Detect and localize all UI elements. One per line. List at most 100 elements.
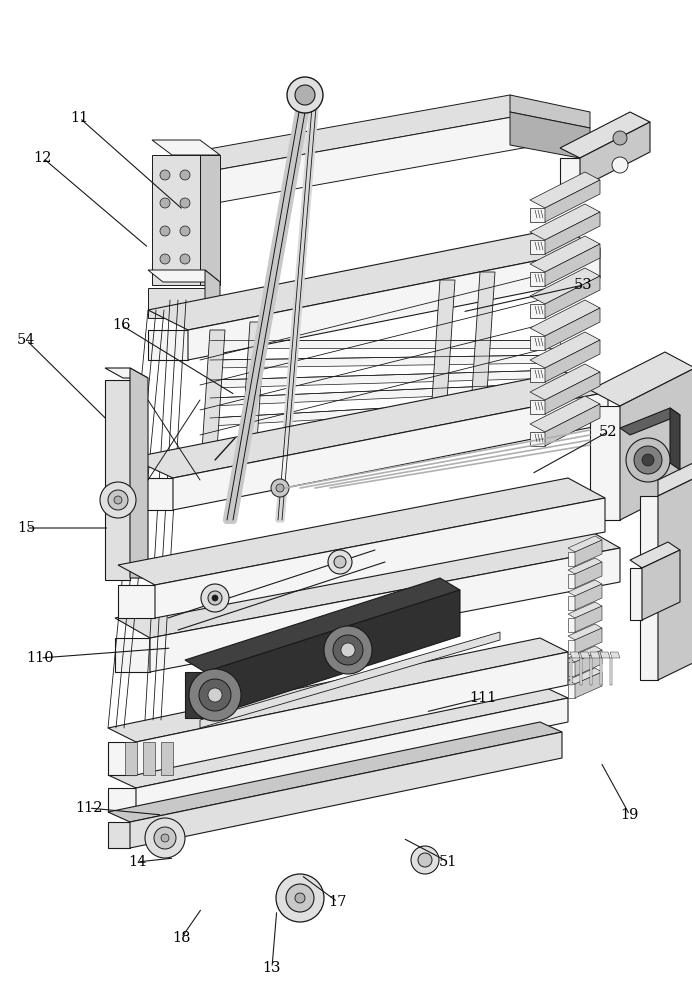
Polygon shape [530, 396, 600, 432]
Polygon shape [148, 330, 188, 360]
Polygon shape [185, 672, 205, 718]
Polygon shape [568, 640, 575, 654]
Polygon shape [148, 270, 220, 282]
Polygon shape [568, 574, 575, 588]
Polygon shape [470, 272, 495, 422]
Polygon shape [610, 652, 620, 658]
Text: 51: 51 [439, 855, 457, 869]
Circle shape [180, 198, 190, 208]
Circle shape [612, 157, 628, 173]
Text: 18: 18 [172, 931, 190, 945]
Polygon shape [430, 280, 455, 430]
Polygon shape [200, 155, 220, 285]
Polygon shape [590, 406, 620, 520]
Polygon shape [530, 368, 545, 382]
Polygon shape [210, 398, 560, 426]
Circle shape [295, 85, 315, 105]
Polygon shape [620, 368, 692, 520]
Polygon shape [530, 300, 600, 336]
Polygon shape [545, 212, 600, 254]
Polygon shape [545, 244, 600, 286]
Polygon shape [568, 552, 575, 566]
Polygon shape [155, 498, 605, 618]
Polygon shape [580, 652, 590, 658]
Circle shape [286, 884, 314, 912]
Circle shape [328, 550, 352, 574]
Polygon shape [130, 478, 173, 510]
Polygon shape [530, 236, 600, 272]
Polygon shape [545, 404, 600, 446]
Polygon shape [175, 95, 540, 172]
Polygon shape [560, 112, 650, 158]
Polygon shape [200, 330, 225, 480]
Polygon shape [108, 722, 562, 822]
Polygon shape [105, 380, 130, 580]
Polygon shape [108, 822, 130, 848]
Polygon shape [530, 272, 545, 286]
Polygon shape [530, 204, 600, 240]
Polygon shape [530, 268, 600, 304]
Polygon shape [568, 580, 602, 596]
Text: 110: 110 [26, 651, 54, 665]
Circle shape [108, 490, 128, 510]
Polygon shape [590, 658, 592, 685]
Polygon shape [210, 340, 560, 348]
Text: 11: 11 [71, 111, 89, 125]
Polygon shape [600, 658, 602, 685]
Polygon shape [510, 95, 590, 128]
Polygon shape [530, 336, 545, 350]
Circle shape [333, 635, 363, 665]
Text: 19: 19 [621, 808, 639, 822]
Text: 12: 12 [34, 151, 52, 165]
Polygon shape [568, 618, 575, 632]
Polygon shape [115, 528, 620, 638]
Polygon shape [568, 536, 602, 552]
Polygon shape [570, 658, 572, 685]
Circle shape [180, 226, 190, 236]
Text: 111: 111 [469, 691, 497, 705]
Text: 54: 54 [17, 333, 35, 347]
Polygon shape [188, 248, 600, 360]
Polygon shape [658, 462, 692, 496]
Polygon shape [200, 632, 500, 728]
Polygon shape [210, 383, 560, 406]
Polygon shape [545, 340, 600, 382]
Polygon shape [560, 158, 580, 188]
Polygon shape [575, 540, 602, 566]
Polygon shape [545, 276, 600, 318]
Circle shape [324, 626, 372, 674]
Circle shape [634, 446, 662, 474]
Polygon shape [530, 208, 545, 222]
Circle shape [276, 874, 324, 922]
Polygon shape [148, 228, 600, 330]
Circle shape [199, 679, 231, 711]
Polygon shape [118, 585, 155, 618]
Polygon shape [530, 364, 600, 400]
Text: 13: 13 [263, 961, 281, 975]
Circle shape [626, 438, 670, 482]
Polygon shape [530, 172, 600, 208]
Polygon shape [143, 742, 155, 775]
Polygon shape [590, 652, 600, 658]
Polygon shape [530, 400, 545, 414]
Polygon shape [205, 590, 460, 718]
Polygon shape [205, 112, 540, 205]
Polygon shape [580, 122, 650, 188]
Circle shape [642, 454, 654, 466]
Polygon shape [568, 668, 602, 684]
Circle shape [100, 482, 136, 518]
Text: 17: 17 [329, 895, 347, 909]
Polygon shape [568, 662, 575, 676]
Circle shape [145, 818, 185, 858]
Circle shape [180, 170, 190, 180]
Polygon shape [125, 742, 137, 775]
Polygon shape [610, 658, 612, 685]
Circle shape [341, 643, 355, 657]
Circle shape [613, 131, 627, 145]
Polygon shape [630, 568, 642, 620]
Polygon shape [568, 596, 575, 610]
Polygon shape [108, 685, 568, 788]
Text: 14: 14 [128, 855, 146, 869]
Polygon shape [530, 432, 545, 446]
Polygon shape [640, 496, 658, 680]
